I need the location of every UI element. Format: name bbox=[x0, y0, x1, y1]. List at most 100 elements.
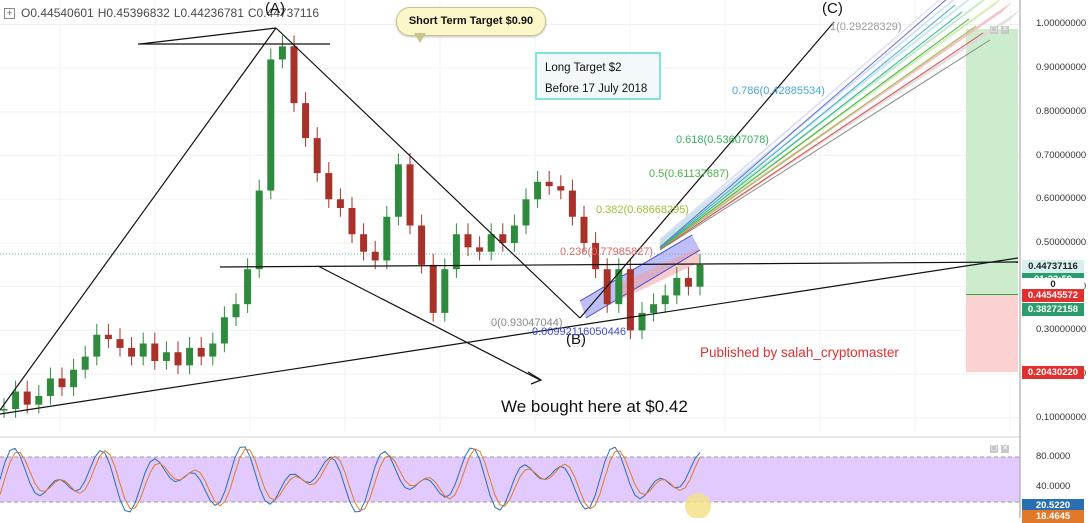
fib-level-label: 0.618(0.53607078) bbox=[676, 134, 769, 146]
pane-close-icon[interactable]: ✕ bbox=[1001, 26, 1009, 34]
fan-line bbox=[659, 32, 984, 250]
price-axis bbox=[1019, 0, 1091, 518]
trend-line bbox=[0, 27, 277, 411]
oscillator-settings-icon[interactable]: ▢ bbox=[990, 445, 998, 453]
y-tick-label: 0.80000000 bbox=[1036, 105, 1087, 117]
candle-body bbox=[418, 225, 426, 265]
candle-body bbox=[186, 347, 194, 366]
fib-level-label: 0.382(0.68668295) bbox=[596, 204, 689, 216]
candle-body bbox=[464, 234, 472, 248]
fib-level-label: 0.5(0.61137687) bbox=[649, 168, 729, 180]
candle-body bbox=[220, 317, 228, 344]
ohlc-readout: + O0.44540601 H0.45396832 L0.44236781 C0… bbox=[4, 6, 319, 20]
candle-body bbox=[209, 343, 217, 357]
candle-body bbox=[313, 138, 321, 174]
fan-line bbox=[659, 11, 963, 249]
candle-body bbox=[545, 181, 553, 187]
candle-body bbox=[58, 378, 66, 388]
candle-body bbox=[278, 46, 286, 60]
candle-body bbox=[104, 334, 112, 340]
expand-icon[interactable]: + bbox=[4, 7, 15, 19]
y-tick-label: 0.30000000 bbox=[1036, 324, 1087, 336]
ohlc-low: L0.44236781 bbox=[173, 6, 244, 20]
candle-body bbox=[684, 277, 692, 287]
candle-body bbox=[696, 264, 704, 287]
candle-body bbox=[592, 242, 600, 270]
y-tick-label: 0.50000000 bbox=[1036, 236, 1087, 248]
candle-body bbox=[441, 269, 449, 313]
trend-line bbox=[139, 27, 277, 45]
candle-body bbox=[290, 46, 298, 104]
trend-line bbox=[0, 257, 1019, 415]
candle-body bbox=[638, 312, 646, 331]
candle-body bbox=[35, 395, 43, 405]
fib-level-label: 0(0.93047044) bbox=[491, 317, 563, 329]
point-b-label: (B) bbox=[566, 331, 586, 348]
candle-body bbox=[476, 247, 484, 252]
bought-here-label: We bought here at $0.42 bbox=[501, 397, 688, 416]
highlight-circle bbox=[685, 493, 711, 518]
candle-body bbox=[534, 181, 542, 200]
osc-tick-label: 40.0000 bbox=[1036, 481, 1071, 492]
candle-body bbox=[174, 352, 182, 366]
trend-line bbox=[579, 21, 835, 319]
callout-pointer bbox=[414, 33, 426, 43]
candle-body bbox=[568, 190, 576, 217]
ohlc-high: H0.45396832 bbox=[97, 6, 170, 20]
candle-body bbox=[23, 391, 31, 405]
fib-level-label: 1(0.29228329) bbox=[830, 21, 902, 33]
channel-bottom bbox=[585, 249, 701, 319]
candle-body bbox=[151, 343, 159, 361]
long-target-line2: Before 17 July 2018 bbox=[545, 83, 648, 95]
price-marker: 0.38272158 bbox=[1022, 302, 1084, 316]
price-marker: 0.44545572 bbox=[1022, 288, 1084, 302]
fan-band bbox=[660, 0, 986, 246]
stoch-k-line bbox=[0, 446, 701, 513]
arrow-head-icon bbox=[527, 371, 543, 385]
candle-body bbox=[650, 304, 658, 313]
y-tick-label: 0.60000000 bbox=[1036, 193, 1087, 205]
profit-zone bbox=[966, 28, 1018, 295]
osc-tick-label: 80.0000 bbox=[1036, 451, 1071, 462]
trend-lines bbox=[0, 21, 1019, 415]
candle-body bbox=[197, 347, 205, 357]
point-c-label: (C) bbox=[822, 0, 843, 17]
candle-body bbox=[557, 186, 565, 191]
price-marker: 0 bbox=[1022, 278, 1084, 292]
y-tick-label: 0.10000000 bbox=[1036, 411, 1087, 423]
long-target-box[interactable]: Long Target $2 Before 17 July 2018 bbox=[535, 52, 661, 100]
trend-line bbox=[219, 261, 1019, 268]
candle-body bbox=[255, 190, 263, 270]
axis-background bbox=[1020, 0, 1091, 518]
target-zones bbox=[966, 28, 1018, 373]
candle-body bbox=[0, 409, 8, 411]
pane-settings-icon[interactable]: ▢ bbox=[990, 26, 998, 34]
trend-line bbox=[275, 27, 581, 319]
candle-body bbox=[267, 59, 275, 191]
candle-body bbox=[510, 225, 518, 243]
candle-body bbox=[46, 378, 54, 396]
candlestick-series bbox=[0, 35, 704, 418]
candle-body bbox=[406, 164, 414, 226]
loss-zone bbox=[966, 294, 1018, 373]
published-by-label: Published by salah_cryptomaster bbox=[700, 345, 899, 360]
oscillator-close-icon[interactable]: ✕ bbox=[1001, 445, 1009, 453]
candle-body bbox=[70, 369, 78, 388]
chart-grid bbox=[0, 0, 1020, 432]
stochastic-oscillator bbox=[0, 436, 1091, 518]
fan-line bbox=[659, 39, 991, 251]
candle-body bbox=[116, 339, 124, 348]
channel-top bbox=[579, 234, 693, 302]
candle-body bbox=[302, 103, 310, 139]
price-marker: 0.44737116 bbox=[1022, 259, 1084, 273]
candle-body bbox=[452, 234, 460, 270]
fib-level-label: 0.236(0.77985827) bbox=[560, 246, 653, 258]
fan-line bbox=[659, 25, 977, 250]
point-a-label: (A) bbox=[265, 0, 285, 17]
short-term-target-callout[interactable]: Short Term Target $0.90 bbox=[396, 7, 546, 36]
y-tick-label: 0.90000000 bbox=[1036, 62, 1087, 74]
y-tick-label: 1.00000000 bbox=[1036, 18, 1087, 30]
candle-body bbox=[336, 199, 344, 209]
candle-body bbox=[128, 347, 136, 357]
